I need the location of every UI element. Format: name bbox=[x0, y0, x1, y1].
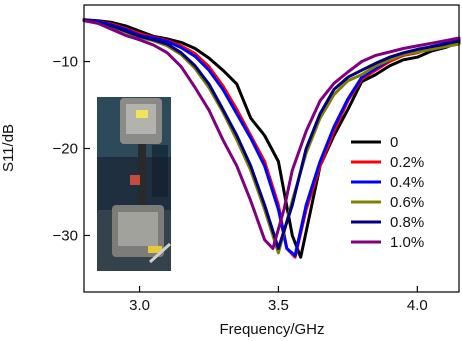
legend-label-2: 0.4% bbox=[390, 174, 424, 191]
x-tick-label: 3.5 bbox=[268, 297, 289, 314]
y-tick-label: −10 bbox=[53, 54, 78, 71]
axes-layer: 3.0 3.5 4.0 −10 −20 −30 bbox=[53, 4, 460, 314]
legend: 0 0.2% 0.4% 0.6% 0.8% 1.0% bbox=[351, 134, 424, 251]
series-layer bbox=[82, 18, 461, 259]
y-tick-label: −30 bbox=[53, 227, 78, 244]
series-line-4 bbox=[82, 18, 461, 250]
x-tick-label: 3.0 bbox=[129, 297, 150, 314]
legend-label-3: 0.6% bbox=[390, 194, 424, 211]
x-tick-label: 4.0 bbox=[407, 297, 428, 314]
legend-label-0: 0 bbox=[390, 134, 398, 151]
y-tick-label: −20 bbox=[53, 141, 78, 158]
y-axis-label: S11/dB bbox=[0, 124, 17, 172]
x-axis-label: Frequency/GHz bbox=[219, 321, 324, 338]
legend-label-4: 0.8% bbox=[390, 214, 424, 231]
inset-photo-tensile-test bbox=[97, 97, 172, 271]
series-line-5 bbox=[82, 19, 461, 250]
legend-label-5: 1.0% bbox=[390, 234, 424, 251]
legend-label-1: 0.2% bbox=[390, 154, 424, 171]
